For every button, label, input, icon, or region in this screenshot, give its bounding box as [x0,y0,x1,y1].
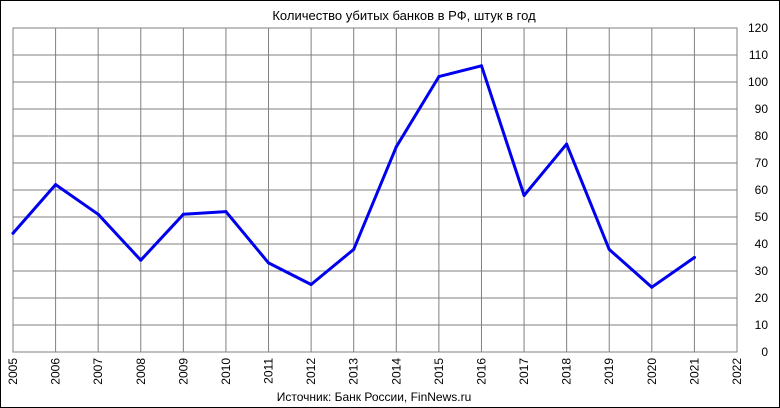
x-axis-tick-labels: 2005 2006 2007 2008 2009 2010 2011 2012 2013 2014… [6,358,744,385]
x-tick-label: 2020 [645,358,659,385]
data-point [224,210,228,214]
data-point [692,256,696,259]
x-tick-label: 2007 [91,358,105,385]
x-tick-label: 2016 [474,358,488,385]
data-point [267,261,271,265]
x-tick-label: 2019 [602,358,616,385]
grid-lines [12,27,738,353]
data-point [54,183,58,187]
x-tick-label: 2010 [219,358,233,385]
y-tick-label: 10 [755,318,769,332]
data-point [565,142,569,146]
data-point [437,75,441,79]
chart-title: Количество убитых банков в РФ, штук в го… [272,8,536,23]
x-tick-label: 2005 [6,358,20,385]
x-tick-label: 2009 [176,358,190,385]
data-point [139,258,143,262]
data-point [394,145,398,149]
data-point [522,193,526,197]
x-tick-label: 2022 [730,358,744,385]
y-tick-label: 80 [755,129,769,143]
data-point [479,64,483,68]
y-tick-label: 60 [755,183,769,197]
x-tick-label: 2014 [389,358,403,385]
y-tick-label: 70 [755,156,769,170]
data-point [309,283,313,286]
x-tick-label: 2021 [687,358,701,385]
x-tick-label: 2013 [347,358,361,385]
data-point [96,212,100,216]
y-tick-label: 90 [755,102,769,116]
series-layer [11,64,696,289]
x-tick-label: 2017 [517,358,531,385]
y-tick-label: 0 [761,345,768,359]
x-tick-label: 2015 [432,358,446,385]
y-tick-label: 20 [755,291,769,305]
data-point [650,285,654,289]
y-tick-label: 100 [748,75,768,89]
y-axis-tick-labels: 0 10 20 30 40 50 60 70 80 90 100 110 120 [748,21,768,359]
data-point [11,231,15,235]
data-point [181,212,185,216]
plot-area-border [12,27,738,353]
y-tick-label: 30 [755,264,769,278]
y-tick-label: 120 [748,21,768,35]
x-tick-label: 2011 [262,358,276,384]
x-tick-label: 2006 [49,358,63,385]
data-point [352,247,356,251]
y-tick-label: 40 [755,237,769,251]
source-note: Источник: Банк России, FinNews.ru [277,390,472,404]
x-tick-label: 2018 [560,358,574,385]
x-tick-label: 2008 [134,358,148,385]
y-tick-label: 50 [755,210,769,224]
x-tick-label: 2012 [304,358,318,385]
y-tick-label: 110 [749,48,768,62]
data-point [607,247,611,251]
